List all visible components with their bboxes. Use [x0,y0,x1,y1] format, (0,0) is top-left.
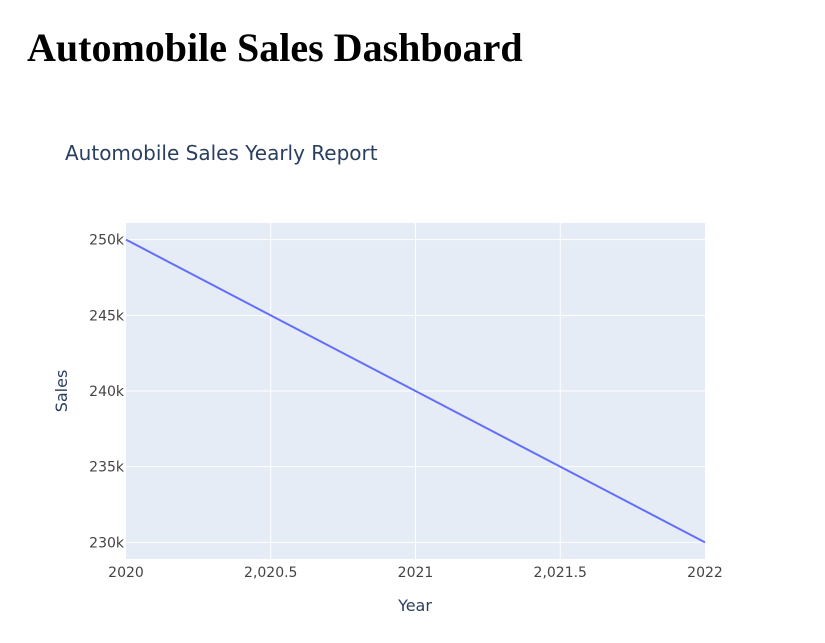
y-tick-labels: 230k 235k 240k 245k 250k [89,233,125,552]
series-layer [125,238,706,544]
x-tick-label: 2020 [108,565,144,581]
x-tick-label: 2022 [687,565,723,581]
y-tick-label: 235k [89,460,125,476]
x-tick-labels: 2020 2,020.5 2021 2,021.5 2022 [108,565,723,581]
chart-title: Automobile Sales Yearly Report [65,141,378,165]
y-tick-label: 245k [89,308,125,324]
sales-series-line[interactable] [125,238,706,544]
chart-svg: Automobile Sales Yearly Report 230k235k2… [52,141,723,615]
y-axis-title: Sales [52,370,71,413]
x-tick-label: 2021 [398,565,434,581]
y-tick-label: 240k [89,384,125,400]
x-tick-label: 2,021.5 [534,565,587,581]
x-tick-label: 2,020.5 [244,565,297,581]
sales-line-chart: Automobile Sales Yearly Report 230k 235k 2… [0,100,825,643]
x-axis-title: Year [397,596,432,615]
y-tick-label: 230k [89,535,125,551]
y-tick-label: 250k [89,233,125,249]
page-title: Automobile Sales Dashboard [27,25,523,70]
